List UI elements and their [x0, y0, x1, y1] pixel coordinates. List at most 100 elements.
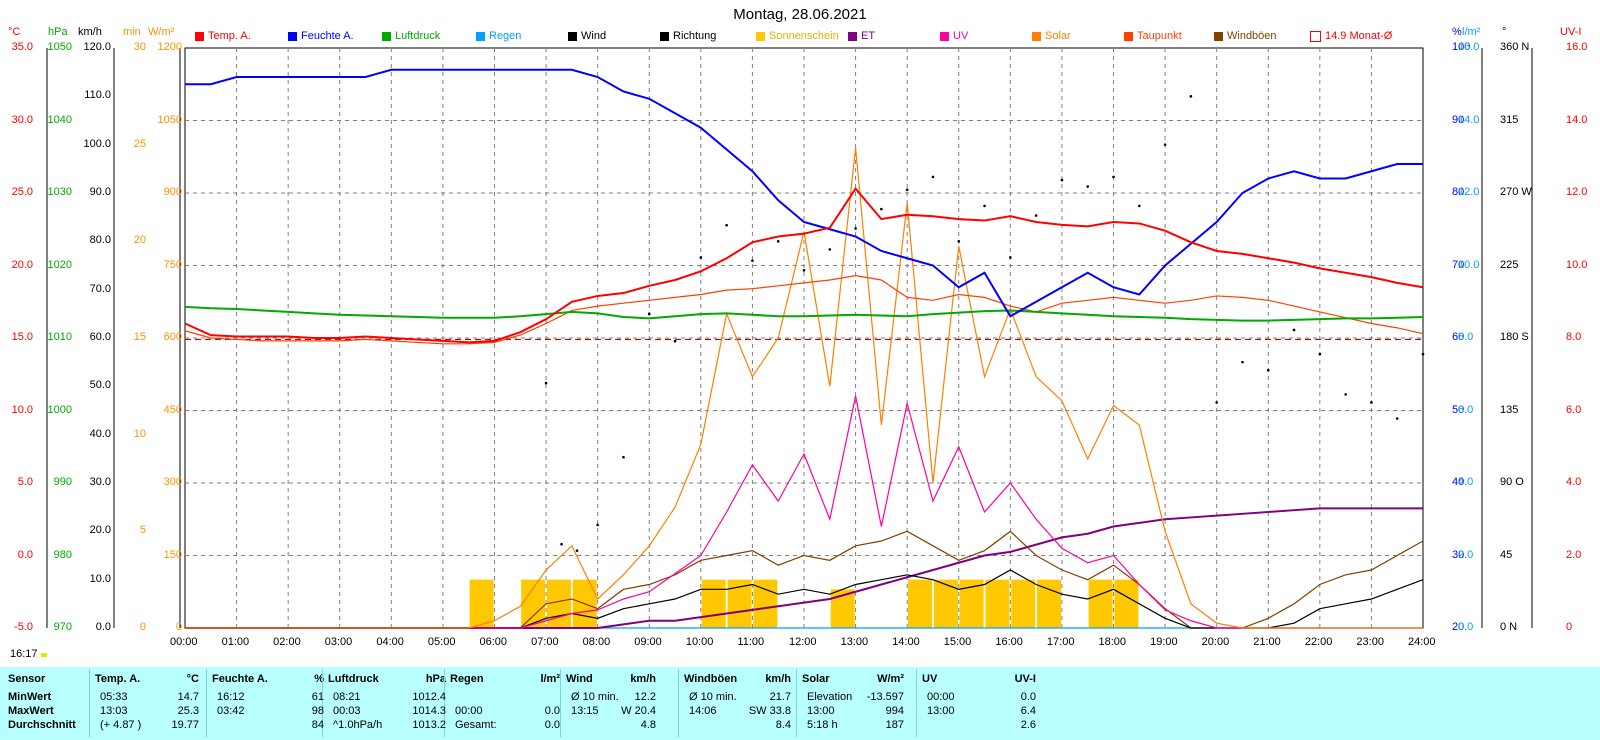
time-tick-label: 04:00 — [376, 636, 404, 648]
stats-cell: Regen — [450, 673, 484, 685]
stats-cell: km/h — [630, 673, 656, 685]
time-tick-label: 12:00 — [789, 636, 817, 648]
stats-separator — [560, 669, 561, 737]
sunshine-bar — [546, 579, 571, 628]
legend-label: Richtung — [673, 30, 717, 42]
sun-marker-icon — [40, 653, 47, 657]
legend-item: Taupunkt — [1124, 30, 1182, 42]
legend-label: Taupunkt — [1137, 30, 1182, 42]
stats-cell: 12.2 — [634, 691, 656, 703]
time-tick-label: 19:00 — [1150, 636, 1178, 648]
stats-cell: °C — [186, 673, 199, 685]
direction-point — [983, 204, 986, 208]
axis-tick-label: 90 O — [1500, 476, 1524, 488]
axis-tick-label: 0.0 — [17, 548, 33, 561]
time-tick-label: 17:00 — [1046, 636, 1075, 648]
stats-cell: 4.8 — [640, 719, 656, 731]
axis-tick-label: 150 — [163, 548, 182, 561]
stats-separator — [322, 669, 323, 737]
direction-point — [931, 175, 935, 179]
axis-tick-label: 10.0 — [11, 403, 33, 416]
stats-cell: Ø 10 min. — [571, 691, 619, 703]
axis-tick-label: 30 — [133, 41, 146, 53]
axis-tick-label: 10.0 — [1458, 258, 1480, 271]
stats-cell: 13:03 — [100, 705, 128, 717]
stats-cell: 03:42 — [217, 705, 245, 717]
direction-point — [725, 223, 728, 227]
legend-label: Solar — [1045, 30, 1071, 42]
legend-swatch — [476, 31, 485, 41]
direction-point — [1112, 175, 1115, 179]
stats-cell: (+ 4.87 ) — [100, 719, 142, 731]
axis-tick-label: 900 — [163, 186, 182, 198]
axis-tick-label: 0 — [139, 621, 146, 633]
axis-tick-label: 16.0 — [1566, 41, 1588, 53]
series-line-feuchte-a — [185, 68, 1423, 318]
direction-point — [1318, 352, 1322, 356]
axis-tick-label: 25.0 — [11, 186, 33, 198]
time-tick-label: 05:00 — [427, 636, 456, 648]
stats-cell: UV-I — [1014, 673, 1036, 685]
direction-point — [1086, 185, 1090, 188]
axis-tick-label: 0 N — [1500, 621, 1518, 633]
axis-tick-label: 180 S — [1500, 331, 1529, 343]
axis-tick-label: 10 — [133, 427, 146, 440]
time-tick-label: 23:00 — [1356, 636, 1384, 648]
axis-tick-label: 10.0 — [1566, 258, 1588, 271]
legend-item: Wind — [568, 30, 606, 42]
sunshine-bar — [1011, 579, 1036, 628]
axis-tick-label: 16.0 — [1458, 41, 1480, 53]
legend-swatch — [1032, 31, 1041, 41]
axis-tick-label: 1000 — [47, 403, 72, 416]
axis-unit-label: l/m² — [1462, 26, 1481, 38]
stats-cell: 13:15 — [571, 705, 599, 717]
legend-swatch — [660, 31, 669, 41]
legend-label: Wind — [581, 30, 607, 42]
direction-point — [1137, 204, 1141, 208]
axis-tick-label: 6.0 — [1458, 403, 1474, 416]
axis-tick-label: 5.0 — [17, 476, 33, 488]
axis-tick-label: 60 — [1452, 331, 1465, 343]
stats-table: Sensor Temp. A. °C Feuchte A.% Luftdruck hPa R… — [0, 667, 1600, 740]
time-tick-label: 20:00 — [1201, 636, 1230, 648]
axis-tick-label: 1050 — [47, 41, 72, 53]
direction-point — [560, 542, 563, 546]
stats-cell: 187 — [885, 719, 904, 731]
axis-tick-label: 300 — [163, 476, 182, 488]
stats-cell: 00:00 — [455, 705, 483, 717]
axis-tick-label: 90.0 — [89, 186, 111, 198]
axis-tick-label: 315 — [1500, 113, 1519, 126]
stats-cell: Feuchte A. — [212, 673, 268, 685]
axis-tick-label: 35.0 — [11, 41, 33, 53]
series-line-temp-a — [184, 186, 1424, 344]
time-tick-label: 09:00 — [634, 636, 662, 648]
axis-tick-label: 980 — [53, 548, 72, 561]
legend-swatch — [1124, 31, 1133, 41]
direction-point — [1292, 328, 1296, 332]
axis-unit-label: hPa — [48, 26, 68, 38]
stats-cell: 8.4 — [775, 719, 791, 731]
stats-cell: 61 — [311, 691, 324, 703]
axis-tick-label: 750 — [163, 258, 182, 271]
axis-tick-label: -5.0 — [14, 621, 33, 633]
legend-item: ET — [848, 30, 875, 42]
stats-cell: l/m² — [540, 673, 560, 685]
stats-cell: 14.7 — [177, 691, 199, 703]
stats-cell: UV — [922, 673, 938, 685]
axis-tick-label: 450 — [163, 403, 182, 416]
stats-cell: Gesamt: — [455, 719, 497, 731]
stats-cell: SW 33.8 — [748, 705, 791, 717]
legend-label: Windböen — [1227, 30, 1277, 42]
axis-tick-label: 25 — [133, 137, 146, 150]
axis-tick-label: 6.0 — [1566, 403, 1582, 416]
axis-unit-label: W/m² — [148, 26, 175, 38]
direction-point — [699, 256, 703, 259]
axis-tick-label: 12.0 — [1458, 186, 1480, 198]
legend-swatch — [382, 31, 391, 41]
sunshine-bar — [959, 579, 984, 628]
stats-cell: 5:18 h — [807, 719, 838, 731]
axis-tick-label: 1030 — [47, 186, 72, 198]
legend-label: Sonnenschein — [769, 30, 839, 42]
axis-tick-label: 60.0 — [89, 331, 111, 343]
legend-label: Regen — [489, 30, 522, 42]
